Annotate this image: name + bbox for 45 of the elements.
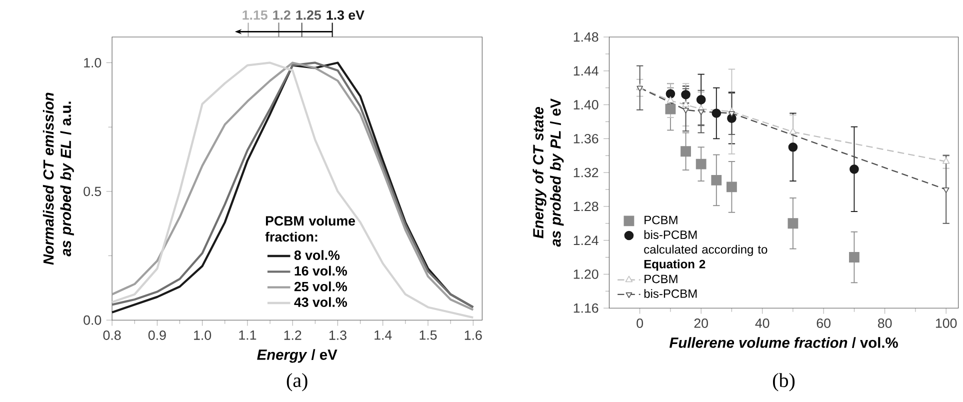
text: 1.25 — [296, 10, 322, 20]
annotation: calculated according to Equation 2 — [644, 244, 768, 271]
legend-label: bis-PCBM — [644, 230, 697, 239]
text: 1.15 — [242, 10, 268, 20]
y-tick-label: 1.44 — [574, 66, 598, 76]
y-tick-label: 1.36 — [574, 134, 598, 144]
legend-label: 43 vol.% — [294, 297, 347, 307]
y-tick-label: 1.48 — [574, 32, 598, 42]
x-tick-label: 0.8 — [103, 330, 121, 340]
legend-label: 8 vol.% — [294, 250, 340, 260]
x-tick-label: 1.0 — [194, 330, 212, 340]
x-tick-label: 1.1 — [239, 330, 256, 340]
y-tick-label: 0.5 — [84, 186, 102, 196]
legend-label: 25 vol.% — [294, 281, 347, 292]
x-tick-label: 1.6 — [464, 330, 482, 340]
y-tick-label: 1.20 — [574, 269, 598, 279]
legend-label: PCBM — [644, 216, 678, 224]
x-tick-label: 40 — [755, 318, 770, 328]
x-axis-title: Energy / eV — [257, 349, 338, 363]
legend-label: PCBM — [644, 274, 678, 284]
x-tick-label: 0 — [636, 318, 644, 328]
text: (a) — [286, 373, 308, 392]
text: (b) — [772, 373, 795, 392]
x-tick-label: 20 — [694, 318, 708, 328]
x-tick-label: 1.2 — [284, 330, 302, 340]
x-axis-title: Fullerene volume fraction / vol.% — [669, 337, 898, 348]
legend-label: 16 vol.% — [294, 266, 347, 276]
x-tick-label: 80 — [878, 318, 892, 328]
text: 1.3 eV — [326, 10, 364, 20]
x-tick-label: 1.4 — [374, 330, 392, 340]
y-tick-label: 1.0 — [84, 58, 102, 68]
y-tick-label: 1.24 — [574, 236, 598, 245]
y-tick-label: 1.32 — [574, 168, 598, 178]
y-tick-label: 0.0 — [84, 315, 102, 325]
x-tick-label: 1.5 — [420, 330, 437, 340]
x-tick-label: 100 — [936, 318, 957, 328]
x-tick-label: 1.3 — [329, 330, 346, 340]
text: 1.2 — [273, 10, 290, 20]
y-tick-label: 1.28 — [574, 202, 598, 212]
y-tick-label: 1.40 — [574, 100, 598, 110]
y-tick-label: 1.16 — [574, 303, 598, 313]
legend-label: bis-PCBM — [644, 289, 697, 298]
x-tick-label: 0.9 — [148, 330, 166, 340]
x-tick-label: 60 — [816, 318, 830, 328]
legend-title: PCBM volume fraction: — [265, 216, 356, 242]
